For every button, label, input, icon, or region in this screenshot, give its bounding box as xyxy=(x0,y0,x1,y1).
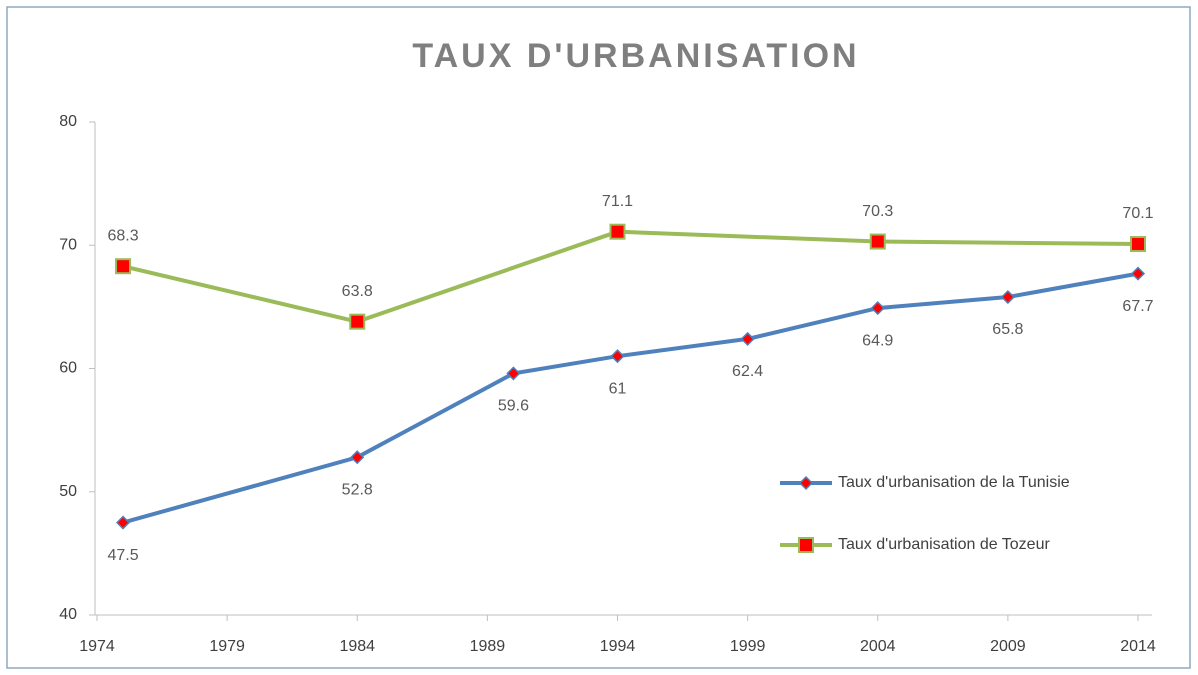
marker xyxy=(610,349,625,364)
marker xyxy=(115,258,132,275)
data-label: 65.8 xyxy=(992,321,1023,338)
data-label: 71.1 xyxy=(602,193,633,210)
series-line xyxy=(122,271,1139,525)
marker xyxy=(1130,266,1146,281)
chart-frame xyxy=(6,6,1191,669)
x-tick-label: 1999 xyxy=(730,638,766,655)
marker xyxy=(869,233,886,250)
y-tick-label: 80 xyxy=(59,113,77,130)
data-label: 68.3 xyxy=(107,227,138,244)
marker xyxy=(740,331,755,346)
legend-label: Taux d'urbanisation de Tozeur xyxy=(838,536,1050,553)
data-label: 59.6 xyxy=(498,398,529,415)
data-label: 61 xyxy=(609,380,627,397)
data-label: 47.5 xyxy=(107,547,138,564)
y-tick-label: 40 xyxy=(59,606,77,623)
data-label: 67.7 xyxy=(1122,298,1153,315)
y-tick-label: 60 xyxy=(59,360,77,377)
legend-label: Taux d'urbanisation de la Tunisie xyxy=(838,474,1070,491)
chart-title: TAUX D'URBANISATION xyxy=(412,37,859,75)
marker xyxy=(349,313,366,330)
x-tick-label: 1984 xyxy=(339,638,375,655)
marker xyxy=(506,366,521,381)
marker xyxy=(609,223,626,240)
marker xyxy=(1000,289,1015,305)
x-tick-label: 2004 xyxy=(860,638,896,655)
data-label: 62.4 xyxy=(732,363,763,380)
data-label: 63.8 xyxy=(342,283,373,300)
marker xyxy=(350,450,365,465)
x-tick-label: 1979 xyxy=(209,638,245,655)
x-tick-label: 1994 xyxy=(600,638,636,655)
x-tick-label: 1989 xyxy=(470,638,506,655)
y-tick-label: 50 xyxy=(59,483,77,500)
marker xyxy=(870,301,885,316)
marker xyxy=(115,515,131,530)
x-tick-label: 2014 xyxy=(1120,638,1156,655)
x-tick-label: 1974 xyxy=(79,638,115,655)
data-label: 70.1 xyxy=(1122,205,1153,222)
legend-marker xyxy=(798,537,814,553)
data-label: 52.8 xyxy=(342,481,373,498)
y-tick-label: 70 xyxy=(59,236,77,253)
marker xyxy=(1130,236,1146,253)
legend-marker xyxy=(798,475,814,491)
data-label: 70.3 xyxy=(862,203,893,220)
data-label: 64.9 xyxy=(862,332,893,349)
x-tick-label: 2009 xyxy=(990,638,1026,655)
